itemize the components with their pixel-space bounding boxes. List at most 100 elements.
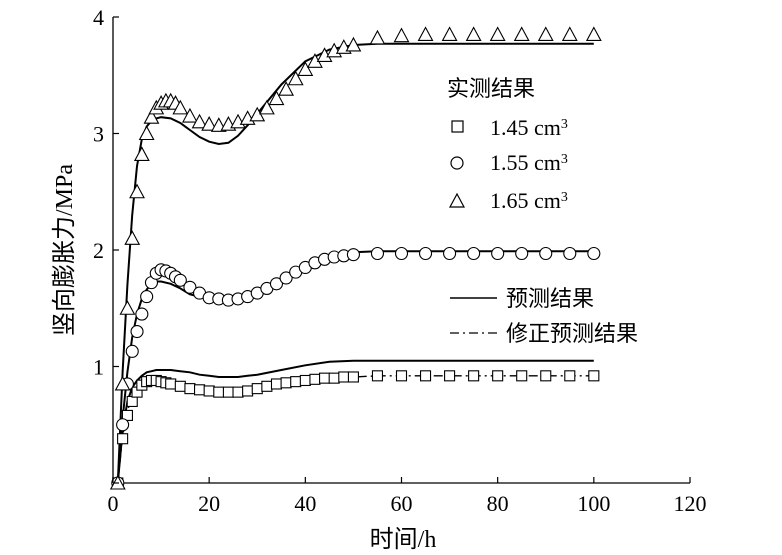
- data-point-square: [338, 371, 350, 383]
- data-point-circle: [135, 307, 149, 321]
- data-point-square: [444, 370, 456, 382]
- data-point-triangle: [513, 26, 530, 42]
- data-point-circle: [587, 246, 601, 261]
- data-point-triangle: [268, 90, 285, 106]
- legend-item-1-55: 1.55 cm3: [450, 150, 568, 175]
- data-point-circle: [443, 246, 457, 261]
- y-tick-label: 1: [93, 355, 104, 380]
- x-tick-label: 0: [108, 491, 119, 516]
- data-point-triangle: [297, 61, 314, 76]
- data-point-triangle: [138, 125, 155, 141]
- data-point-triangle: [369, 29, 386, 45]
- y-tick-label: 3: [93, 122, 104, 147]
- x-tick-label: 100: [577, 491, 610, 516]
- data-point-triangle: [201, 116, 218, 131]
- data-point-square: [290, 376, 302, 388]
- data-point-square: [419, 370, 432, 382]
- data-point-square: [280, 377, 292, 389]
- data-point-circle: [370, 246, 385, 261]
- data-point-circle: [515, 246, 529, 261]
- data-point-triangle: [114, 375, 131, 391]
- data-point-circle: [130, 324, 144, 339]
- data-point-circle: [279, 271, 293, 285]
- predicted-line-1: [116, 359, 594, 484]
- legend-measured-title: 实测结果: [447, 76, 535, 101]
- data-point-square: [328, 372, 340, 384]
- data-point-triangle: [287, 70, 304, 86]
- data-point-square: [540, 370, 552, 382]
- data-point-square: [299, 374, 311, 387]
- y-tick-label: 4: [93, 5, 104, 30]
- data-point-circle: [346, 248, 360, 262]
- data-point-triangle: [191, 113, 208, 129]
- data-point-square: [492, 370, 504, 382]
- x-tick-label: 40: [294, 491, 316, 516]
- data-point-triangle: [278, 81, 295, 96]
- data-point-triangle: [345, 36, 362, 52]
- data-point-square: [117, 433, 129, 445]
- data-point-circle: [394, 246, 409, 261]
- data-point-square: [270, 378, 283, 390]
- legend-item-corrected: 修正预测结果: [450, 321, 638, 346]
- data-point-square: [347, 371, 359, 383]
- data-point-circle: [563, 246, 577, 261]
- data-point-square: [174, 380, 186, 392]
- data-point-triangle: [441, 26, 458, 42]
- data-point-triangle: [182, 107, 198, 123]
- data-point-triangle: [417, 26, 434, 42]
- legend-label-1-45: 1.45 cm3: [490, 115, 568, 140]
- y-axis-title: 竖向膨胀力/MPa: [51, 164, 78, 336]
- data-point-square: [261, 380, 273, 392]
- legend-square-marker: [451, 120, 464, 133]
- data-point-square: [184, 383, 196, 395]
- chart-ticks: 0 20 40 60 80 100 120 1 2 3 4: [93, 5, 707, 516]
- data-point-square: [564, 370, 576, 382]
- data-point-triangle: [172, 99, 189, 115]
- data-point-triangle: [119, 300, 136, 315]
- legend-triangle-marker: [448, 192, 466, 208]
- data-point-square: [222, 386, 234, 398]
- data-point-triangle: [393, 27, 410, 43]
- data-point-circle: [116, 418, 130, 432]
- x-tick-label: 120: [674, 491, 707, 516]
- data-point-square: [309, 373, 321, 385]
- data-point-circle: [467, 246, 481, 261]
- x-tick-label: 80: [487, 491, 509, 516]
- data-point-square: [516, 370, 528, 382]
- data-point-triangle: [133, 146, 150, 162]
- data-point-triangle: [561, 26, 578, 42]
- legend-item-1-65: 1.65 cm3: [448, 188, 568, 213]
- legend-item-predicted: 预测结果: [450, 286, 594, 311]
- data-point-circle: [183, 280, 197, 294]
- data-point-triangle: [129, 183, 145, 199]
- y-tick-label: 2: [93, 238, 104, 263]
- data-point-triangle: [465, 26, 482, 42]
- data-point-square: [319, 372, 331, 384]
- data-point-triangle: [489, 26, 506, 42]
- data-point-square: [232, 386, 244, 398]
- data-point-circle: [418, 246, 433, 261]
- data-point-triangle: [143, 109, 160, 124]
- legend-label-corrected: 修正预测结果: [506, 321, 638, 346]
- legend-label-predicted: 预测结果: [506, 286, 594, 311]
- data-point-square: [242, 385, 254, 397]
- legend-label-1-65: 1.65 cm3: [490, 188, 568, 213]
- legend-circle-marker: [450, 156, 464, 170]
- data-point-square: [213, 386, 225, 398]
- data-point-square: [251, 383, 263, 395]
- data-point-triangle: [537, 26, 554, 42]
- data-point-triangle: [124, 230, 141, 245]
- data-point-square: [165, 378, 177, 390]
- data-point-circle: [269, 277, 284, 291]
- data-point-circle: [491, 246, 505, 261]
- chart-markers: [109, 26, 602, 490]
- legend-item-1-45: 1.45 cm3: [451, 115, 568, 140]
- data-point-triangle: [258, 99, 275, 115]
- legend: 实测结果 1.45 cm3 1.55 cm3 1.65 cm3 预测结果 修正预…: [447, 76, 638, 346]
- data-point-square: [203, 385, 215, 397]
- data-point-square: [588, 370, 600, 382]
- x-axis-title: 时间/h: [370, 526, 437, 553]
- data-point-circle: [140, 290, 154, 304]
- data-point-square: [126, 395, 138, 408]
